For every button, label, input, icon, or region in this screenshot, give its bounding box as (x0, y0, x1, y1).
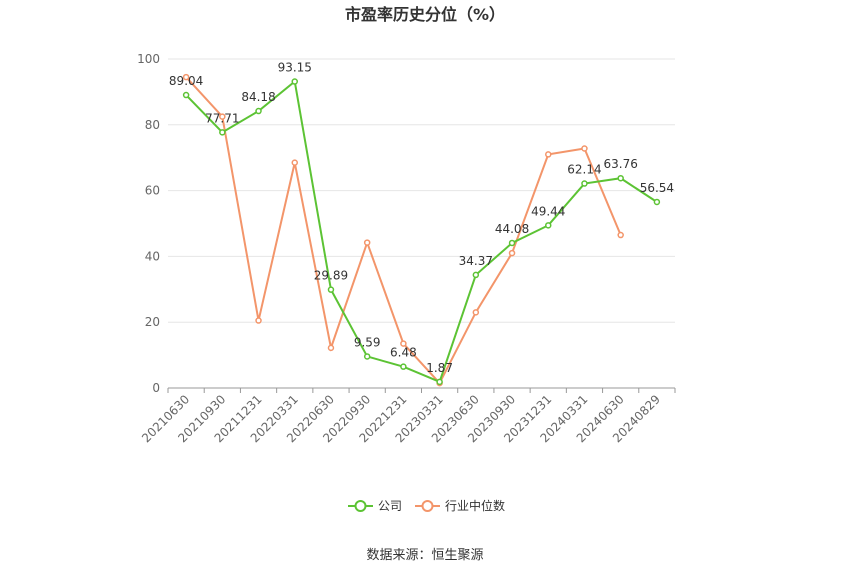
y-tick-label: 0 (152, 381, 160, 395)
legend-item-company[interactable]: 公司 (348, 499, 402, 513)
data-point (581, 180, 588, 187)
y-tick-label: 80 (145, 118, 160, 132)
data-point (363, 239, 371, 246)
grid (168, 58, 675, 323)
data-source-note: 数据来源：恒生聚源 (366, 548, 483, 563)
data-label: 89.04 (169, 74, 203, 88)
data-label: 93.15 (278, 61, 312, 75)
data-point (508, 249, 516, 257)
data-point (472, 309, 480, 316)
data-label: 49.44 (531, 204, 565, 218)
data-point (508, 239, 516, 247)
data-point (617, 231, 624, 239)
data-label: 56.54 (640, 181, 674, 195)
y-tick-label: 100 (137, 52, 160, 66)
data-point (255, 107, 262, 115)
data-point (400, 363, 407, 370)
legend[interactable]: 公司 行业中位数 (348, 498, 505, 513)
data-point (653, 198, 661, 206)
data-label: 62.14 (567, 163, 601, 177)
data-label: 29.89 (314, 269, 348, 283)
data-point (436, 378, 443, 386)
data-point (291, 78, 298, 85)
data-point (545, 151, 552, 158)
data-label: 63.76 (603, 157, 637, 171)
data-label: 44.08 (495, 222, 529, 236)
chart-title: 市盈率历史分位（%） (345, 5, 505, 24)
data-point (545, 222, 552, 229)
y-tick-label: 60 (145, 184, 160, 198)
data-point (327, 286, 335, 293)
x-axis: 2021063020210930202112312022033120220630… (139, 387, 676, 445)
data-point (219, 129, 226, 136)
data-label: 6.48 (390, 346, 417, 360)
legend-label: 公司 (378, 499, 402, 513)
data-point (581, 145, 588, 152)
legend-label: 行业中位数 (445, 498, 505, 513)
series-line-industry-median (185, 76, 622, 385)
legend-marker (421, 500, 434, 512)
legend-item-industry-median[interactable]: 行业中位数 (415, 498, 505, 513)
data-point (327, 344, 335, 352)
data-point (472, 271, 480, 279)
legend-marker (354, 500, 367, 512)
data-point (363, 353, 371, 360)
data-label: 34.37 (459, 254, 493, 268)
y-tick-label: 40 (145, 249, 160, 263)
data-point (400, 340, 407, 347)
data-label: 9.59 (354, 335, 381, 349)
data-point (617, 174, 624, 182)
data-point (291, 159, 298, 166)
data-point (182, 91, 190, 99)
data-point (182, 73, 190, 81)
data-label: 1.87 (426, 361, 453, 375)
data-label: 84.18 (241, 90, 275, 104)
series-line-company (185, 79, 658, 384)
data-point (219, 113, 226, 120)
data-point (255, 317, 262, 324)
data-label: 77.71 (205, 111, 239, 125)
y-tick-label: 20 (145, 315, 160, 329)
y-axis: 0 20 40 60 80 100 (137, 52, 160, 395)
series-group (182, 73, 661, 387)
